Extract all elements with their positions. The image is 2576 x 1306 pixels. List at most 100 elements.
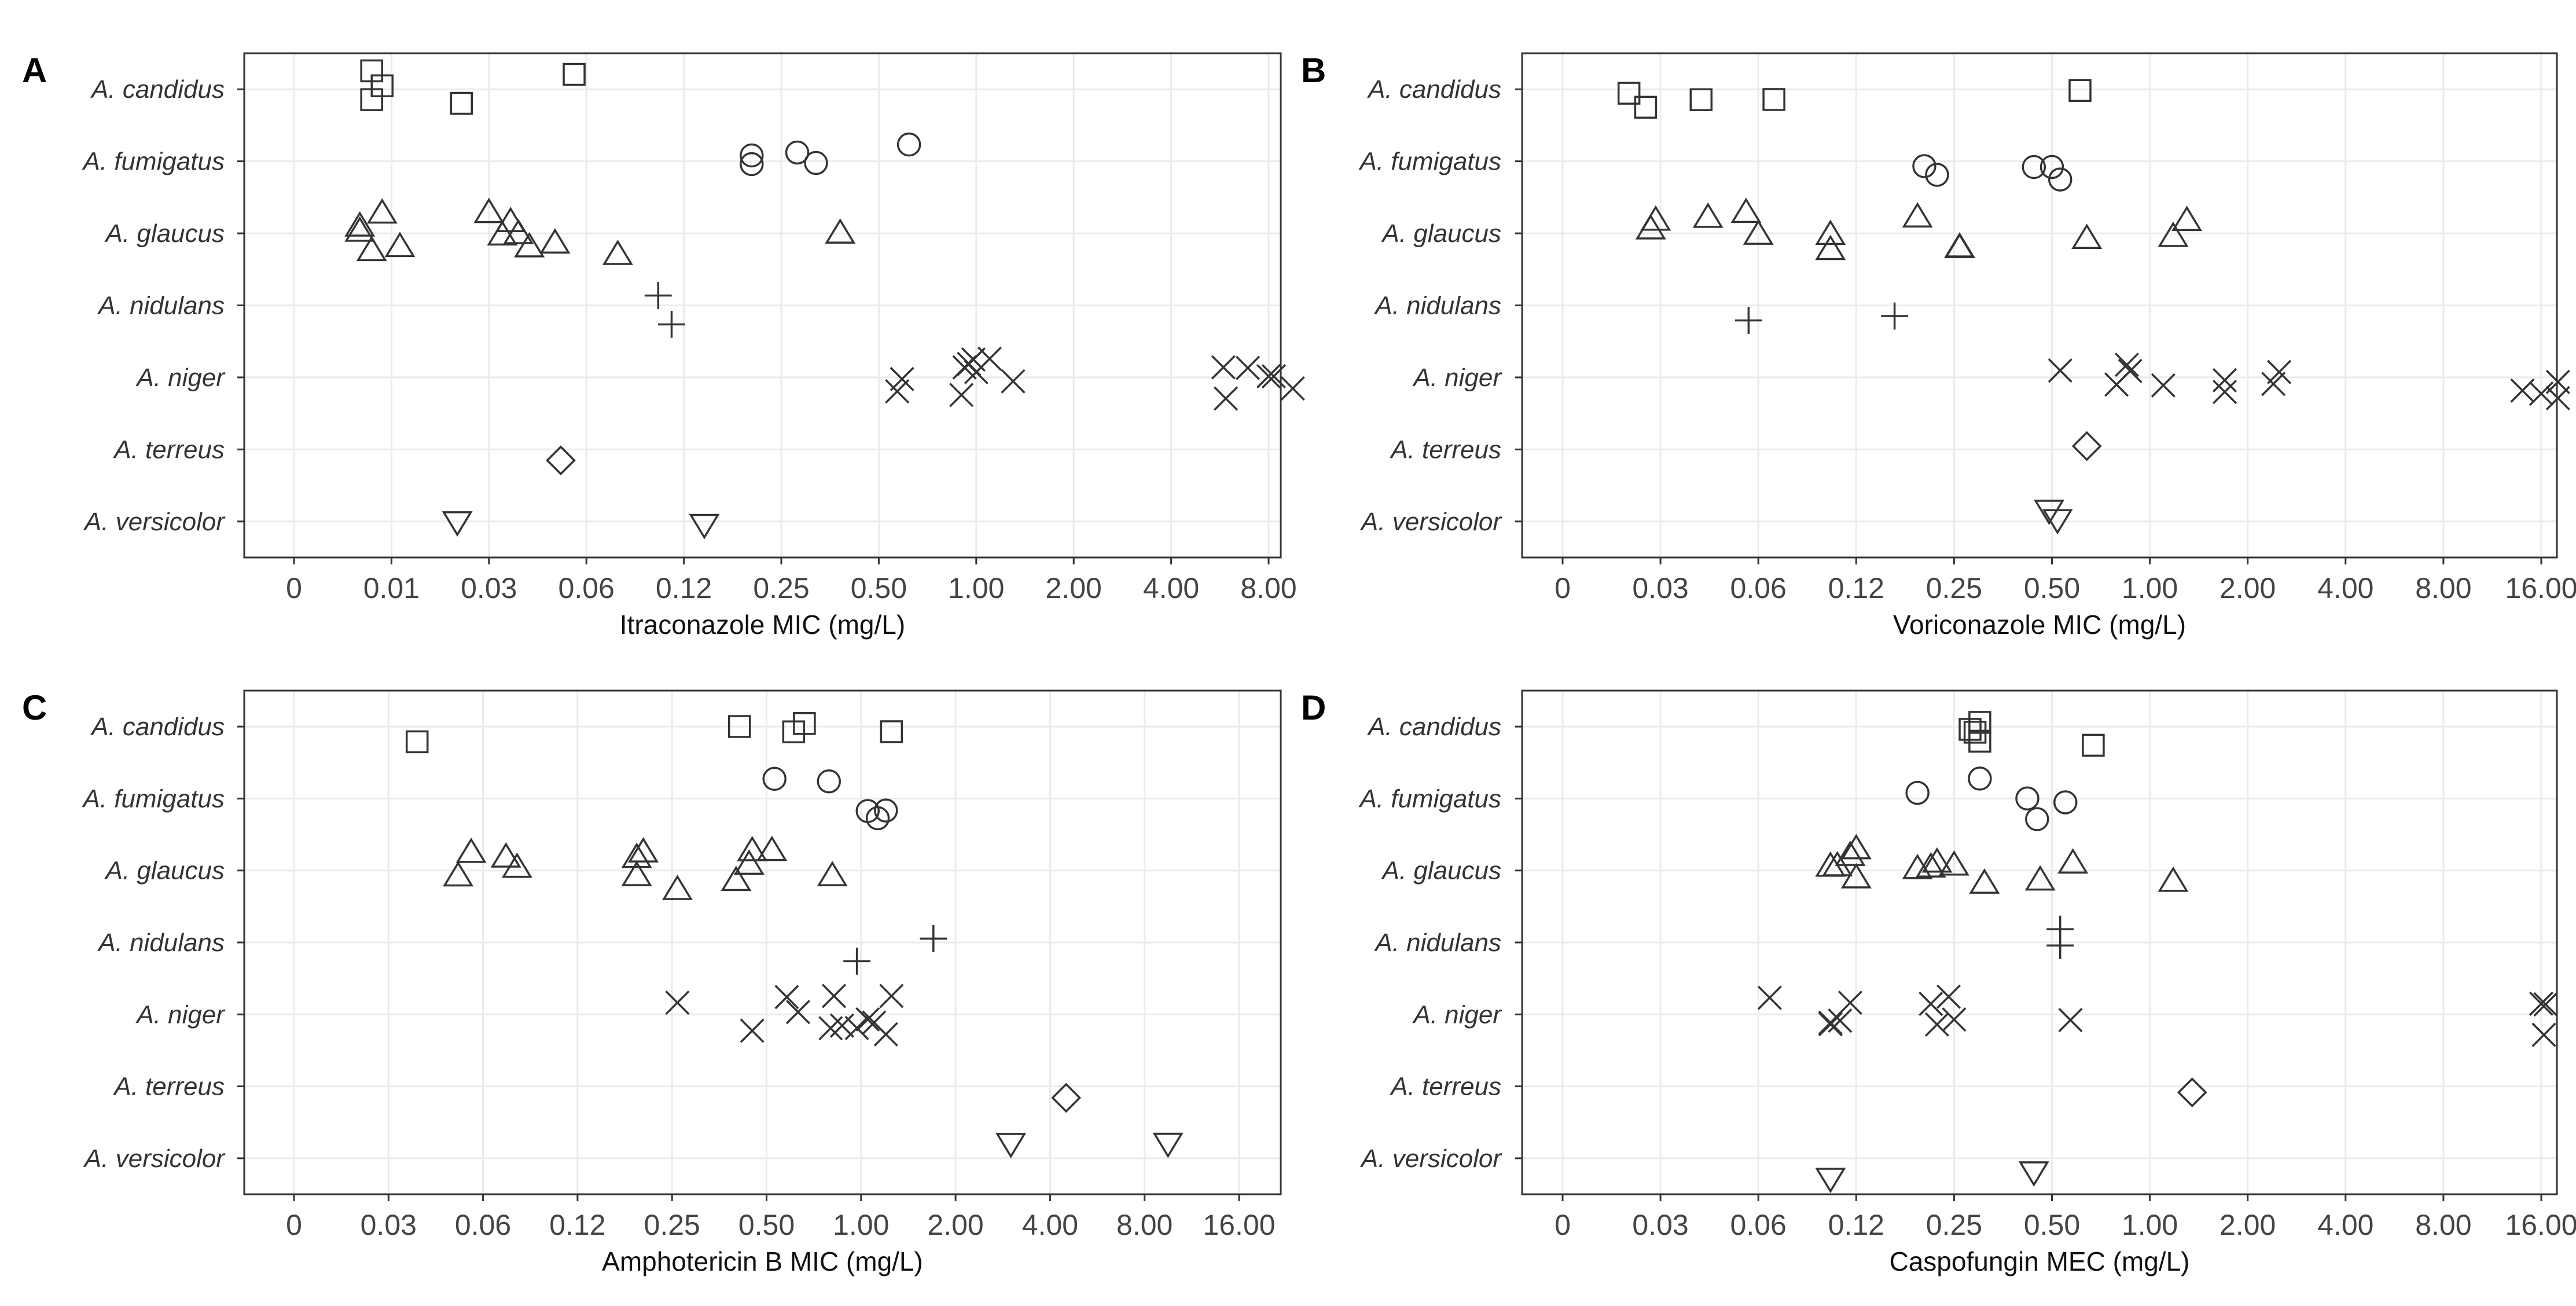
y-tick-label: A. terreus [112, 1073, 225, 1101]
data-point-cross [2529, 381, 2554, 406]
x-tick-label: 0.06 [1730, 1209, 1787, 1241]
x-tick-label: 0.25 [753, 572, 809, 604]
data-point-triangle [2158, 866, 2189, 892]
data-point-cross [1924, 1012, 1949, 1037]
data-point-square [1968, 729, 1991, 753]
x-tick-label: 0.06 [558, 572, 615, 604]
data-point-triangle [2024, 865, 2056, 891]
data-point-circle [740, 152, 764, 177]
data-point-circle [865, 806, 890, 831]
data-point-triangle [1692, 202, 1724, 228]
data-point-cross [2531, 1022, 2556, 1047]
data-point-triangle [443, 861, 474, 887]
x-tick-label: 16.00 [2505, 1209, 2576, 1241]
data-point-circle [804, 151, 828, 175]
data-point-triangle [1915, 852, 1946, 878]
data-point-triangle [2171, 206, 2203, 232]
y-tick-label: A. niger [1412, 364, 1502, 392]
data-point-cross [977, 346, 1002, 371]
data-point-circle [2022, 155, 2046, 179]
x-tick-label: 1.00 [2122, 1209, 2178, 1241]
panel-letter: B [1301, 51, 1326, 90]
data-point-triangle [721, 865, 752, 892]
data-point-plus [843, 947, 871, 975]
data-point-triangle [621, 860, 652, 886]
data-point-triangle [539, 228, 571, 254]
data-point-triangle [737, 835, 768, 861]
data-point-cross [2058, 1008, 2083, 1033]
data-point-plus [1735, 307, 1762, 334]
data-point-cross [879, 984, 904, 1008]
data-point-diamond [2071, 431, 2102, 461]
data-point-cross [890, 366, 914, 391]
data-point-cross [829, 1013, 855, 1038]
y-tick-label: A. versicolor [1359, 508, 1502, 536]
data-point-triangle [756, 835, 788, 861]
data-point-triangle [662, 874, 693, 900]
data-point-triangle [344, 216, 376, 242]
data-point-plus [1881, 302, 1908, 330]
y-tick-label: A. niger [1412, 1000, 1502, 1029]
panel-A: A. candidus A. fumigatus A. glaucus A. nidu… [22, 51, 1305, 640]
data-point-triangle [384, 232, 416, 258]
data-point-triangle [1938, 850, 1969, 876]
data-point-cross [1001, 369, 1026, 394]
data-point-cross [2151, 373, 2176, 398]
data-point-circle [2048, 167, 2072, 192]
x-tick-label: 1.00 [948, 572, 1004, 604]
data-point-cross [1936, 984, 1961, 1009]
x-tick-label: 16.00 [1203, 1209, 1275, 1241]
data-point-circle [2053, 790, 2078, 815]
panel-letter: C [22, 688, 47, 727]
data-point-plus [2046, 915, 2074, 943]
data-point-cross [822, 984, 847, 1008]
x-tick-label: 0.25 [1926, 572, 1982, 604]
data-point-triangle [487, 220, 518, 246]
y-tick-label: A. versicolor [83, 1144, 226, 1173]
data-point-square [563, 63, 586, 86]
x-tick-label: 1.00 [833, 1209, 889, 1241]
x-tick-label: 2.00 [927, 1209, 983, 1241]
data-point-triangle [628, 837, 659, 863]
x-tick-label: 0 [1555, 1209, 1571, 1241]
data-point-cross [1828, 1008, 1853, 1033]
data-point-cross [1942, 1007, 1967, 1032]
data-point-triangle [501, 852, 532, 878]
data-point-triangle-down [689, 513, 720, 540]
data-point-triangle [602, 239, 633, 265]
data-point-triangle-down [442, 511, 473, 537]
data-point-triangle [503, 218, 534, 244]
data-point-cross [873, 1022, 898, 1047]
data-point-triangle [514, 232, 545, 258]
data-point-cross [774, 985, 799, 1010]
x-tick-label: 8.00 [2415, 572, 2471, 604]
x-tick-label: 0.12 [1828, 572, 1884, 604]
y-tick-label: A. glaucus [104, 219, 225, 248]
x-tick-label: 1.00 [2122, 572, 2178, 604]
x-tick-label: 4.00 [1022, 1209, 1078, 1241]
y-tick-label: A. glaucus [1381, 219, 1501, 248]
x-tick-label: 8.00 [2415, 1209, 2471, 1241]
y-tick-label: A. fumigatus [1358, 148, 1501, 176]
data-point-square [1968, 711, 1991, 734]
data-point-triangle [1815, 234, 1846, 261]
data-point-cross [1919, 992, 1943, 1017]
data-point-triangle-down [2034, 500, 2065, 526]
data-point-triangle-down [995, 1133, 1027, 1158]
x-axis-title: Voriconazole MIC (mg/L) [1893, 610, 2186, 640]
x-tick-label: 0.06 [1730, 572, 1787, 604]
data-point-triangle [1902, 202, 1933, 228]
data-point-triangle [1835, 841, 1866, 866]
data-point-cross [2213, 368, 2237, 392]
data-point-square [405, 730, 429, 754]
panel-letter: D [1301, 688, 1326, 727]
x-axis-title: Amphotericin B MIC (mg/L) [602, 1246, 923, 1276]
data-point-cross [2114, 353, 2139, 377]
data-point-triangle [2071, 223, 2103, 250]
data-point-circle [2025, 807, 2049, 831]
x-tick-label: 2.00 [1046, 572, 1102, 604]
y-tick-label: A. niger [135, 364, 226, 392]
data-point-plus [644, 282, 672, 309]
data-point-triangle [490, 842, 521, 868]
data-point-circle [2015, 786, 2040, 811]
